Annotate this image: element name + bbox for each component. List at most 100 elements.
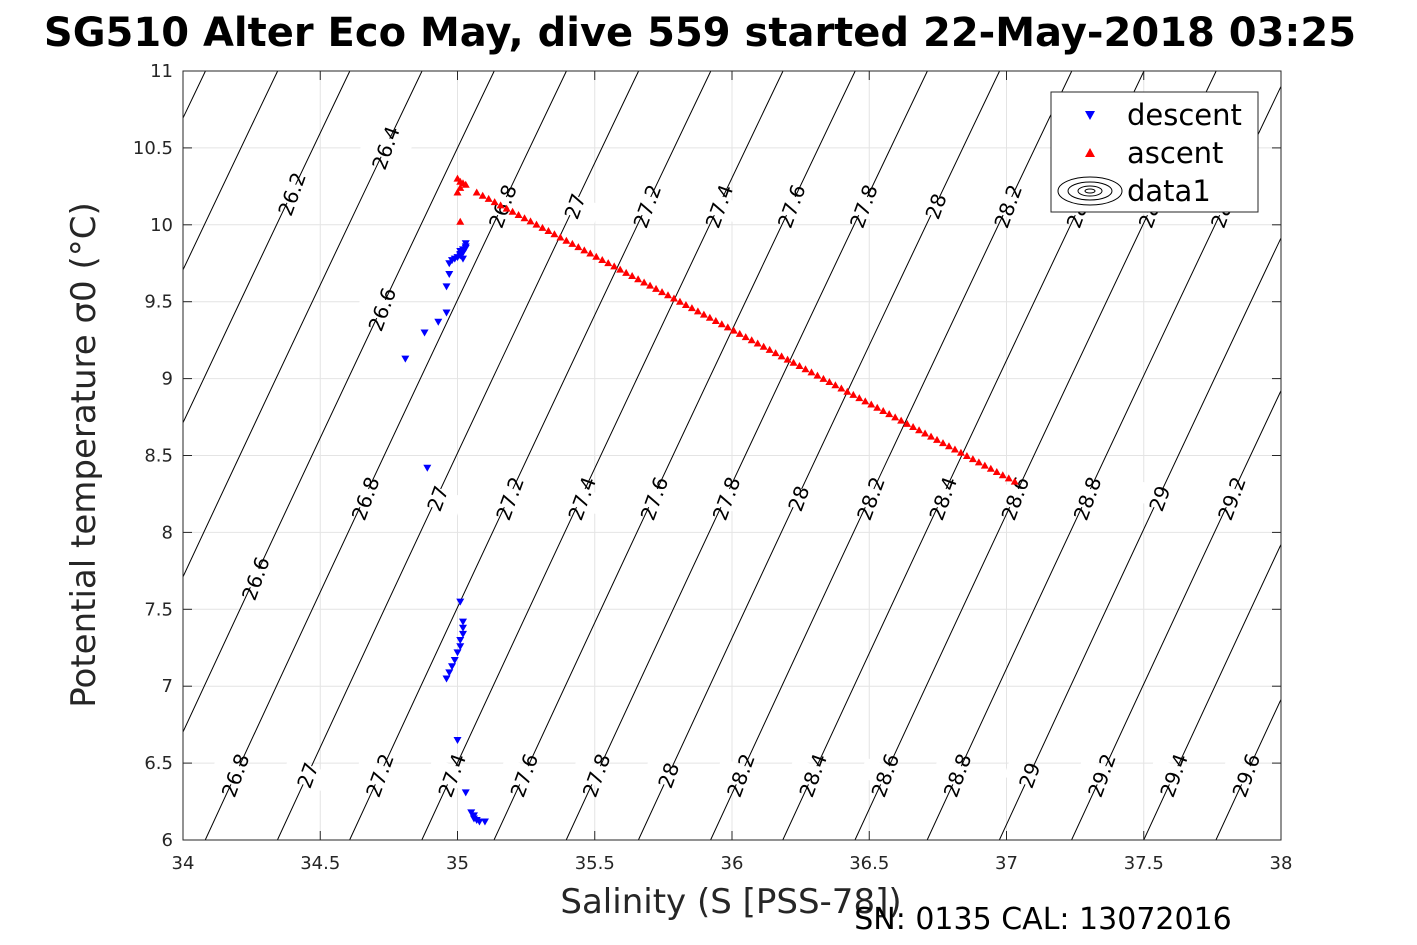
density-contour-line [1071,389,1281,840]
ascent-point [849,390,858,398]
ascent-point [729,326,738,334]
axis-ticks: 34 34.5 35 35.5 36 36.5 37 37.5 38 6 6.5 7 7.5 8 8.5 9 9… [133,61,1293,874]
ascent-point [741,333,750,341]
ascent-point [675,297,684,305]
ascent-point [1010,477,1019,485]
contour-label-backdrop [281,757,334,794]
ascent-point [980,461,989,469]
contour-label-backdrop [209,757,262,794]
ascent-point [699,310,708,318]
x-axis-title: Salinity (S [PSS-78]) [560,882,901,922]
ascent-point [669,294,678,302]
ascent-point [915,426,924,434]
descent-point [445,669,454,677]
ascent-point [747,336,756,344]
y-tick-label: 9.5 [144,292,173,313]
ascent-point [610,262,619,270]
ascent-point [496,201,505,209]
ascent-point [938,439,947,447]
ascent-point [974,458,983,466]
ascent-point [783,355,792,363]
y-tick-label: 8 [162,522,173,543]
y-tick-label: 7.5 [144,599,173,620]
ascent-point [472,188,481,196]
contour-label-backdrop [356,291,409,327]
y-tick-label: 6 [162,830,173,851]
data-series [401,174,1019,826]
contour-label-backdrop [556,480,609,517]
y-tick-label: 11 [150,61,173,82]
ascent-point [885,410,894,418]
ascent-point [490,198,499,206]
ascent-point [777,352,786,360]
ascent-point [574,243,583,251]
descent-point [453,737,462,745]
ascent-point [825,378,834,386]
contour-label-backdrop [426,757,479,794]
ascent-point [986,464,995,472]
legend: descent ascent data1 [1050,91,1259,213]
descent-point [401,355,410,363]
ascent-point [795,361,804,369]
contour-label-backdrop [549,188,602,224]
y-tick-label: 9 [162,369,173,390]
ascent-point [478,191,487,199]
ascent-point [664,291,673,299]
descent-point [453,649,462,657]
ascent-point [550,230,559,238]
descent-point [456,643,465,651]
descent-point [480,818,489,826]
x-tick-label: 34.5 [300,853,340,874]
ascent-point [520,214,529,222]
ascent-point [502,204,511,212]
ascent-point [944,442,953,450]
ascent-point [909,423,918,431]
ascent-point [556,233,565,241]
ascent-point [456,183,465,191]
density-contour-line [349,71,712,840]
contour-label-backdrop [714,757,767,794]
ascent-point [873,403,882,411]
x-tick-label: 36.5 [849,853,889,874]
ascent-point [867,400,876,408]
y-tick-label: 6.5 [144,753,173,774]
ascent-point [586,249,595,257]
contour-label-backdrop [498,757,551,794]
density-contour-line [565,71,928,840]
contour-label-backdrop [1205,480,1258,517]
ascent-point [819,374,828,382]
legend-descent-marker [1085,111,1095,120]
contour-label-backdrop [837,188,890,224]
ascent-point [687,304,696,312]
y-tick-label: 8.5 [144,446,173,467]
ascent-point [921,429,930,437]
contour-label-backdrop [1061,480,1114,517]
ascent-point [628,272,637,280]
ascent-point [837,384,846,392]
density-contour-line [637,71,1001,840]
ascent-point [927,432,936,440]
contour-label-backdrop [989,480,1042,517]
ascent-point [956,448,965,456]
x-tick-label: 35.5 [575,853,615,874]
ascent-point [968,455,977,463]
contour-label-backdrop [917,480,970,517]
ascent-point [950,445,959,453]
contour-label-backdrop [910,188,962,224]
density-contours [183,71,1281,840]
density-contour-line [204,71,567,840]
contour-label-backdrop [1148,757,1201,794]
ascent-point [562,236,571,244]
ascent-point [622,268,631,276]
descent-point [450,657,459,665]
contour-label-backdrop [982,188,1035,224]
contour-label-backdrop [1003,757,1056,794]
y-tick-label: 10.5 [133,138,173,159]
ascent-point [514,210,523,218]
ascent-point [903,419,912,427]
descent-point [475,818,484,826]
ascent-point [807,368,816,376]
density-contour-line [998,236,1281,840]
legend-ascent-label: ascent [1127,136,1223,170]
contour-label-backdrop [772,480,825,517]
